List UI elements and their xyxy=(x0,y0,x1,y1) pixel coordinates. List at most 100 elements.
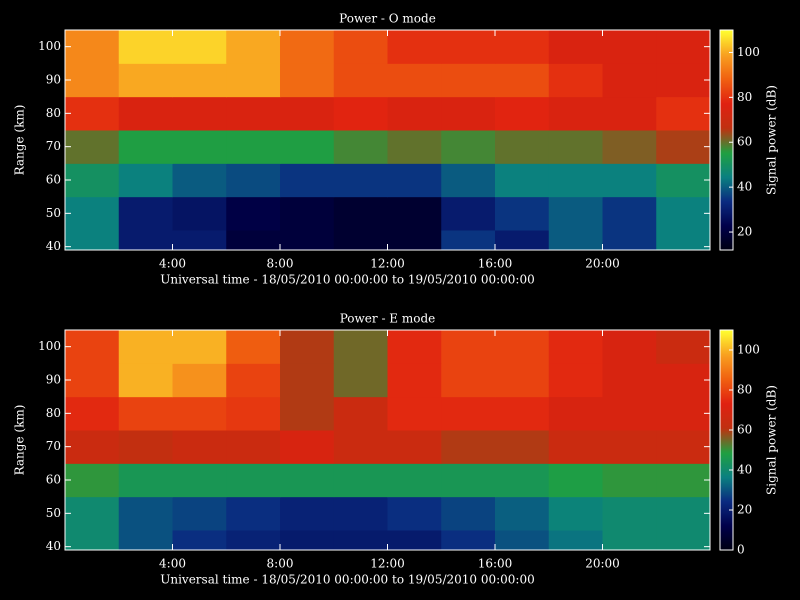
colorbar-step xyxy=(720,50,733,53)
colorbar-tick-label: 60 xyxy=(737,423,752,437)
heat-cell xyxy=(65,163,120,198)
colorbar-step xyxy=(720,54,733,57)
colorbar-step xyxy=(720,502,733,505)
heat-cell xyxy=(280,196,335,231)
colorbar-step xyxy=(720,188,733,191)
colorbar-step xyxy=(720,336,733,339)
colorbar-step xyxy=(720,36,733,39)
chart-title: Power - O mode xyxy=(339,12,436,26)
colorbar-step xyxy=(720,428,733,431)
colorbar-step xyxy=(720,404,733,407)
colorbar-step xyxy=(720,454,733,457)
heat-cell xyxy=(172,396,227,431)
colorbar-step xyxy=(720,52,733,55)
y-tick-label: 80 xyxy=(46,406,61,420)
colorbar-step xyxy=(720,516,733,519)
colorbar-step xyxy=(720,472,733,475)
heat-cell xyxy=(441,530,496,551)
heat-cell xyxy=(387,163,442,198)
colorbar-step xyxy=(720,478,733,481)
heat-cell xyxy=(118,130,173,164)
heat-cell xyxy=(280,130,335,164)
heat-cell xyxy=(226,396,281,431)
colorbar-tick-label: 20 xyxy=(737,503,752,517)
colorbar-frame xyxy=(719,329,734,551)
colorbar-step xyxy=(720,468,733,471)
colorbar-step xyxy=(720,440,733,443)
heat-cell xyxy=(602,96,657,131)
colorbar-step xyxy=(720,240,733,243)
colorbar-step xyxy=(720,248,733,251)
y-tick-label: 70 xyxy=(46,139,61,153)
heat-cell xyxy=(226,196,281,231)
colorbar-step xyxy=(720,402,733,405)
colorbar-step xyxy=(720,222,733,225)
colorbar-step xyxy=(720,420,733,423)
colorbar-step xyxy=(720,148,733,151)
colorbar-step xyxy=(720,416,733,419)
heat-cell xyxy=(387,30,442,64)
colorbar-step xyxy=(720,96,733,99)
colorbar-step xyxy=(720,338,733,341)
colorbar-step xyxy=(720,114,733,117)
colorbar-step xyxy=(720,134,733,137)
colorbar-step xyxy=(720,526,733,529)
colorbar-step xyxy=(720,64,733,67)
heat-cell xyxy=(548,30,603,64)
heat-cell xyxy=(602,396,657,431)
x-tick-label: 4:00 xyxy=(159,557,186,571)
colorbar-step xyxy=(720,518,733,521)
colorbar-step xyxy=(720,194,733,197)
heat-cell xyxy=(441,430,496,464)
colorbar-step xyxy=(720,350,733,353)
colorbar-step xyxy=(720,56,733,59)
colorbar-step xyxy=(720,368,733,371)
colorbar-step xyxy=(720,158,733,161)
heat-cell xyxy=(495,130,550,164)
heat-cell xyxy=(602,230,657,251)
heat-cell xyxy=(172,96,227,131)
heat-cell xyxy=(333,530,388,551)
x-axis-label: Universal time - 18/05/2010 00:00:00 to … xyxy=(160,273,535,287)
y-tick-label: 90 xyxy=(46,373,61,387)
colorbar-tick-label: 80 xyxy=(737,90,752,104)
colorbar-step xyxy=(720,406,733,409)
colorbar-step xyxy=(720,546,733,549)
heat-cell xyxy=(333,63,388,98)
colorbar-step xyxy=(720,242,733,245)
heat-cell xyxy=(602,530,657,551)
colorbar-step xyxy=(720,426,733,429)
x-tick-label: 4:00 xyxy=(159,257,186,271)
x-axis-label: Universal time - 18/05/2010 00:00:00 to … xyxy=(160,573,535,587)
heat-cell xyxy=(333,230,388,251)
colorbar-step xyxy=(720,92,733,95)
colorbar-step xyxy=(720,422,733,425)
x-tick-label: 12:00 xyxy=(370,557,405,571)
y-tick-label: 40 xyxy=(46,239,61,253)
colorbar-tick-label: 100 xyxy=(737,343,760,357)
heat-cell xyxy=(333,30,388,64)
heat-cell xyxy=(548,463,603,498)
heat-cell xyxy=(226,163,281,198)
heat-cell xyxy=(495,430,550,464)
colorbar-step xyxy=(720,178,733,181)
colorbar-step xyxy=(720,214,733,217)
heat-cell xyxy=(602,163,657,198)
colorbar-label: Signal power (dB) xyxy=(765,385,779,495)
heat-cell xyxy=(602,196,657,231)
colorbar-step xyxy=(720,490,733,493)
heat-cell xyxy=(226,363,281,398)
heat-cell xyxy=(602,63,657,98)
colorbar-step xyxy=(720,154,733,157)
heat-cell xyxy=(441,163,496,198)
heat-cell xyxy=(602,496,657,531)
heat-cell xyxy=(656,196,711,231)
colorbar-step xyxy=(720,482,733,485)
heat-cell xyxy=(65,530,120,551)
heat-cell xyxy=(656,96,711,131)
heat-cell xyxy=(280,96,335,131)
heat-cell xyxy=(118,430,173,464)
heat-cell xyxy=(548,330,603,364)
heat-cell xyxy=(118,196,173,231)
colorbar-step xyxy=(720,418,733,421)
